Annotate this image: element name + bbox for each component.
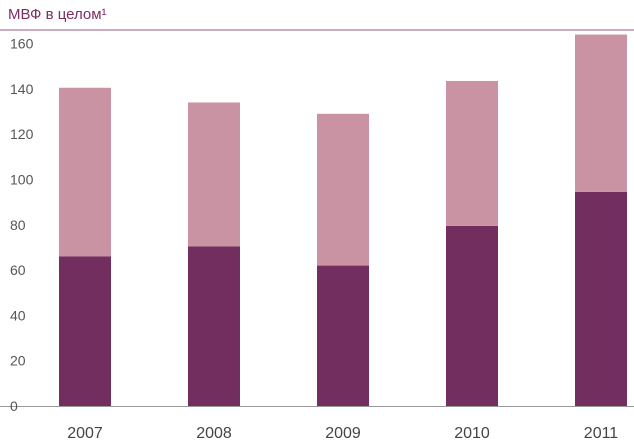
y-tick-label: 80 [10,217,26,233]
y-tick-label: 100 [10,171,34,187]
y-tick-label: 60 [10,262,26,278]
y-tick-label: 120 [10,126,34,142]
x-tick-label: 2010 [454,425,490,442]
bar-segment-2010-2 [446,80,498,226]
x-tick-label: 2008 [196,425,232,442]
y-tick-label: 20 [10,353,26,369]
bar-segment-2011-1 [575,191,627,406]
bar-segment-2008-1 [188,246,240,406]
bar-segment-2008-2 [188,102,240,247]
bar-segment-2010-1 [446,225,498,406]
bar-segment-2007-1 [59,256,111,406]
chart-title: МВФ в целом¹ [8,6,107,23]
bar-segment-2011-2 [575,34,627,192]
y-tick-label: 160 [10,36,34,52]
x-tick-label: 2007 [67,425,103,442]
bar-segment-2009-1 [317,265,369,406]
x-tick-label: 2011 [584,425,619,442]
y-tick-label: 140 [10,81,34,97]
y-tick-label: 40 [10,307,26,323]
y-tick-label: 0 [10,398,18,414]
bar-segment-2007-2 [59,87,111,257]
x-tick-label: 2009 [325,425,361,442]
bar-segment-2009-2 [317,113,369,266]
